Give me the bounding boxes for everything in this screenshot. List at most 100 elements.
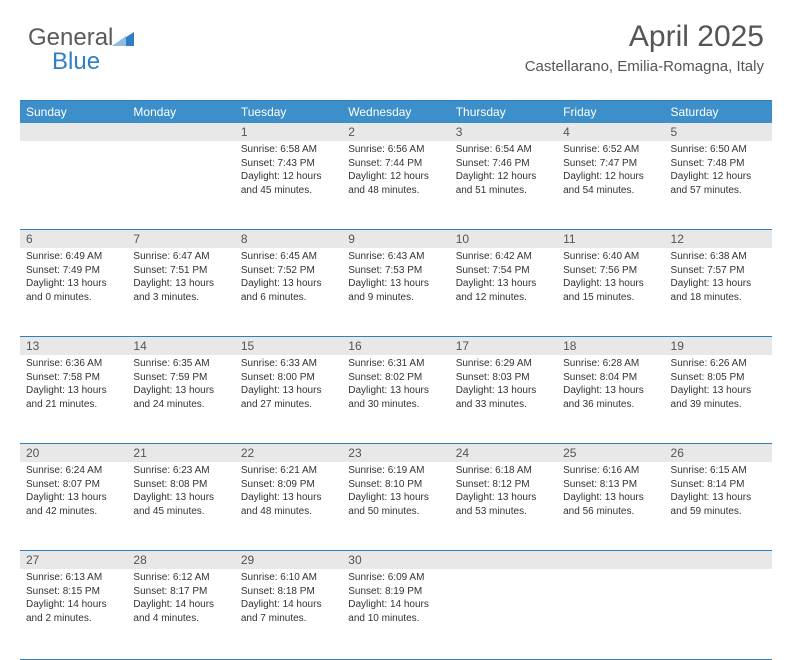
day-detail-line: and 24 minutes.: [127, 398, 234, 412]
day-detail-line: and 42 minutes.: [20, 505, 127, 519]
calendar-day-cell: Sunrise: 6:35 AMSunset: 7:59 PMDaylight:…: [127, 355, 234, 443]
day-detail-line: and 2 minutes.: [20, 612, 127, 626]
day-number: [127, 123, 234, 141]
day-detail-line: Daylight: 13 hours: [342, 384, 449, 398]
day-detail-line: and 48 minutes.: [235, 505, 342, 519]
day-number: 16: [342, 337, 449, 355]
day-detail-line: Sunset: 8:05 PM: [665, 371, 772, 385]
day-detail-line: Sunrise: 6:18 AM: [450, 464, 557, 478]
calendar-week-row: Sunrise: 6:36 AMSunset: 7:58 PMDaylight:…: [20, 355, 772, 444]
calendar-week-row: Sunrise: 6:58 AMSunset: 7:43 PMDaylight:…: [20, 141, 772, 230]
day-detail-line: Sunset: 8:14 PM: [665, 478, 772, 492]
calendar-day-cell: Sunrise: 6:26 AMSunset: 8:05 PMDaylight:…: [665, 355, 772, 443]
day-number: 11: [557, 230, 664, 248]
day-detail-line: Sunrise: 6:50 AM: [665, 143, 772, 157]
day-detail-line: Sunset: 8:09 PM: [235, 478, 342, 492]
day-detail-line: Daylight: 12 hours: [557, 170, 664, 184]
day-detail-line: Sunset: 8:10 PM: [342, 478, 449, 492]
day-number-row: 13141516171819: [20, 337, 772, 355]
day-detail-line: and 21 minutes.: [20, 398, 127, 412]
logo-triangle-icon: [112, 28, 134, 51]
calendar-day-cell: Sunrise: 6:16 AMSunset: 8:13 PMDaylight:…: [557, 462, 664, 550]
calendar-day-cell: Sunrise: 6:13 AMSunset: 8:15 PMDaylight:…: [20, 569, 127, 659]
page-header: April 2025 Castellarano, Emilia-Romagna,…: [525, 20, 764, 75]
day-detail-line: and 53 minutes.: [450, 505, 557, 519]
calendar-day-cell: [20, 141, 127, 229]
day-detail-line: and 33 minutes.: [450, 398, 557, 412]
day-detail-line: and 50 minutes.: [342, 505, 449, 519]
calendar-day-cell: Sunrise: 6:43 AMSunset: 7:53 PMDaylight:…: [342, 248, 449, 336]
calendar-grid: Sunday Monday Tuesday Wednesday Thursday…: [20, 100, 772, 660]
day-number: 30: [342, 551, 449, 569]
day-detail-line: Sunrise: 6:40 AM: [557, 250, 664, 264]
calendar-day-cell: Sunrise: 6:58 AMSunset: 7:43 PMDaylight:…: [235, 141, 342, 229]
day-detail-line: Sunrise: 6:28 AM: [557, 357, 664, 371]
weekday-header: Friday: [557, 101, 664, 123]
day-detail-line: Daylight: 13 hours: [235, 384, 342, 398]
day-detail-line: and 9 minutes.: [342, 291, 449, 305]
day-detail-line: Sunset: 8:02 PM: [342, 371, 449, 385]
day-detail-line: Daylight: 13 hours: [665, 384, 772, 398]
day-number: [665, 551, 772, 569]
day-detail-line: Daylight: 12 hours: [235, 170, 342, 184]
day-detail-line: Sunrise: 6:21 AM: [235, 464, 342, 478]
day-detail-line: Sunset: 7:53 PM: [342, 264, 449, 278]
day-detail-line: Sunrise: 6:29 AM: [450, 357, 557, 371]
day-number: 28: [127, 551, 234, 569]
day-detail-line: Sunrise: 6:52 AM: [557, 143, 664, 157]
day-detail-line: Daylight: 14 hours: [127, 598, 234, 612]
calendar-day-cell: Sunrise: 6:24 AMSunset: 8:07 PMDaylight:…: [20, 462, 127, 550]
day-detail-line: Sunrise: 6:13 AM: [20, 571, 127, 585]
day-detail-line: Daylight: 13 hours: [342, 491, 449, 505]
day-detail-line: Sunset: 8:12 PM: [450, 478, 557, 492]
day-detail-line: Sunset: 7:58 PM: [20, 371, 127, 385]
day-detail-line: Sunset: 7:46 PM: [450, 157, 557, 171]
day-detail-line: Daylight: 12 hours: [665, 170, 772, 184]
calendar-day-cell: Sunrise: 6:09 AMSunset: 8:19 PMDaylight:…: [342, 569, 449, 659]
day-detail-line: and 10 minutes.: [342, 612, 449, 626]
day-number-row: 12345: [20, 123, 772, 141]
calendar-day-cell: Sunrise: 6:21 AMSunset: 8:09 PMDaylight:…: [235, 462, 342, 550]
day-number: 29: [235, 551, 342, 569]
day-detail-line: and 0 minutes.: [20, 291, 127, 305]
day-detail-line: and 30 minutes.: [342, 398, 449, 412]
day-number: 1: [235, 123, 342, 141]
day-detail-line: Sunrise: 6:33 AM: [235, 357, 342, 371]
day-number: 10: [450, 230, 557, 248]
calendar-day-cell: Sunrise: 6:47 AMSunset: 7:51 PMDaylight:…: [127, 248, 234, 336]
calendar-day-cell: Sunrise: 6:45 AMSunset: 7:52 PMDaylight:…: [235, 248, 342, 336]
day-detail-line: Daylight: 13 hours: [127, 491, 234, 505]
day-number-row: 27282930: [20, 551, 772, 569]
day-number: 20: [20, 444, 127, 462]
day-number: 19: [665, 337, 772, 355]
calendar-day-cell: Sunrise: 6:36 AMSunset: 7:58 PMDaylight:…: [20, 355, 127, 443]
day-number: 26: [665, 444, 772, 462]
day-detail-line: Sunrise: 6:45 AM: [235, 250, 342, 264]
day-detail-line: Daylight: 13 hours: [342, 277, 449, 291]
calendar-week-row: Sunrise: 6:13 AMSunset: 8:15 PMDaylight:…: [20, 569, 772, 660]
day-number-row: 20212223242526: [20, 444, 772, 462]
day-number: 25: [557, 444, 664, 462]
day-detail-line: Sunrise: 6:19 AM: [342, 464, 449, 478]
day-detail-line: Sunrise: 6:23 AM: [127, 464, 234, 478]
day-detail-line: and 45 minutes.: [127, 505, 234, 519]
day-detail-line: and 57 minutes.: [665, 184, 772, 198]
day-detail-line: and 39 minutes.: [665, 398, 772, 412]
day-detail-line: Sunrise: 6:35 AM: [127, 357, 234, 371]
calendar-day-cell: Sunrise: 6:33 AMSunset: 8:00 PMDaylight:…: [235, 355, 342, 443]
day-detail-line: Sunset: 7:47 PM: [557, 157, 664, 171]
location-subtitle: Castellarano, Emilia-Romagna, Italy: [525, 58, 764, 75]
day-detail-line: Daylight: 13 hours: [450, 277, 557, 291]
day-detail-line: Sunrise: 6:16 AM: [557, 464, 664, 478]
calendar-day-cell: Sunrise: 6:52 AMSunset: 7:47 PMDaylight:…: [557, 141, 664, 229]
day-detail-line: and 18 minutes.: [665, 291, 772, 305]
day-detail-line: Daylight: 13 hours: [235, 491, 342, 505]
day-detail-line: Sunrise: 6:43 AM: [342, 250, 449, 264]
day-detail-line: Sunset: 7:51 PM: [127, 264, 234, 278]
day-detail-line: Daylight: 14 hours: [235, 598, 342, 612]
day-detail-line: Daylight: 14 hours: [20, 598, 127, 612]
day-number: 9: [342, 230, 449, 248]
day-detail-line: and 51 minutes.: [450, 184, 557, 198]
day-detail-line: Sunset: 7:43 PM: [235, 157, 342, 171]
day-detail-line: and 4 minutes.: [127, 612, 234, 626]
